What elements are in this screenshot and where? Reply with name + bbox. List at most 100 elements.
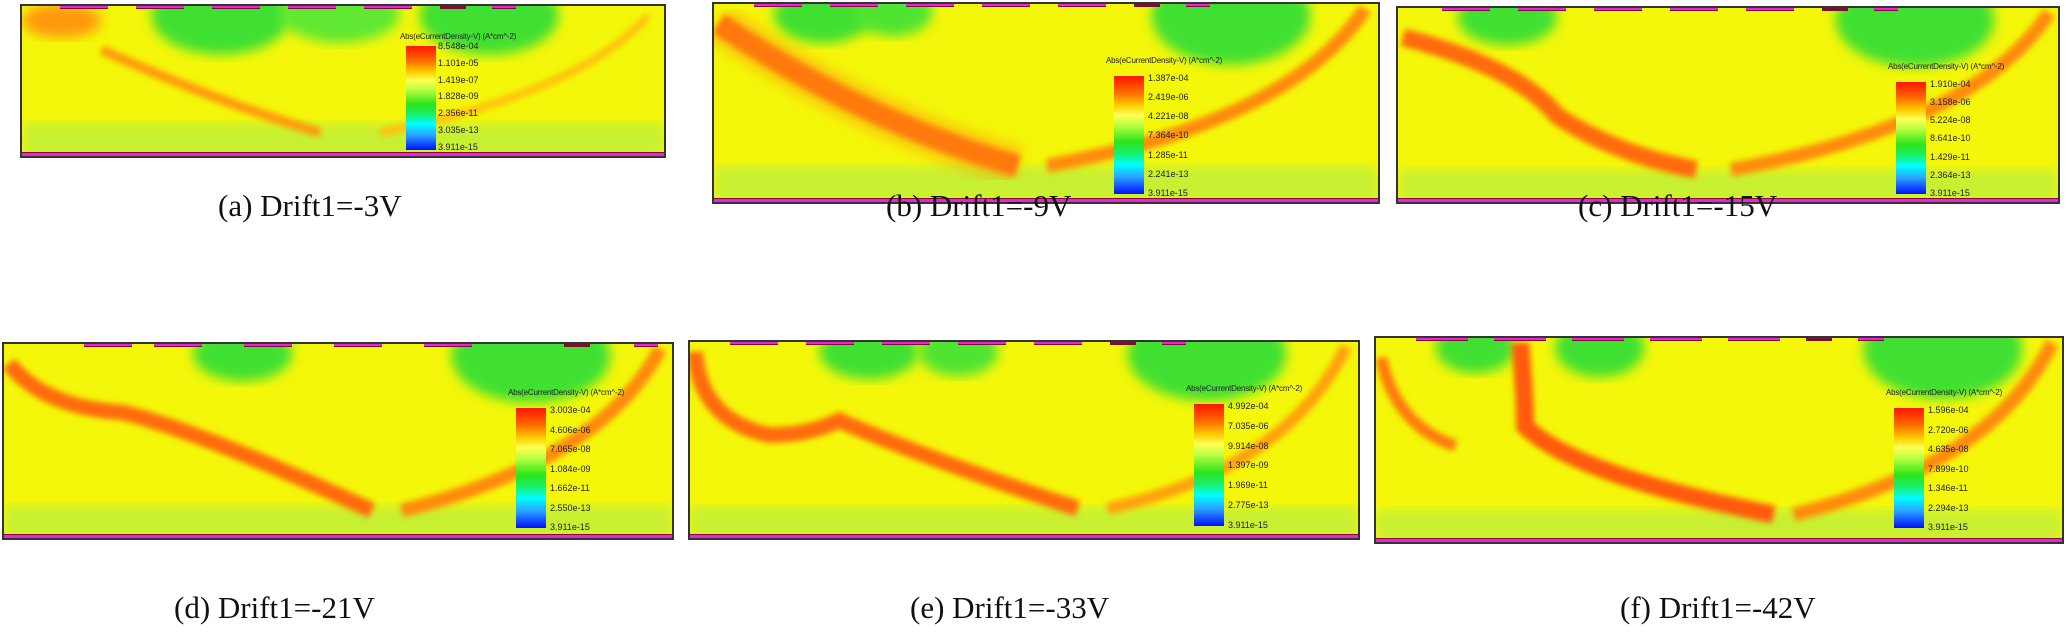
tick-label: 2.775e-13 xyxy=(1228,500,1269,511)
caption-a: (a) Drift1=-3V xyxy=(218,188,402,223)
heatmap-c: Abs(eCurrentDensity-V) (A*cm^-2) 1.910e-… xyxy=(1396,6,2060,204)
top-electrode xyxy=(830,4,878,7)
heatmap-d: Abs(eCurrentDensity-V) (A*cm^-2) 3.003e-… xyxy=(2,342,674,540)
tick-label: 8.641e-10 xyxy=(1930,133,1971,144)
top-electrode xyxy=(334,344,382,347)
heatmap-f: Abs(eCurrentDensity-V) (A*cm^-2) 1.596e-… xyxy=(1374,336,2064,544)
tick-label: 1.828e-09 xyxy=(438,91,479,102)
colorbar xyxy=(1114,76,1144,194)
top-electrode-dark xyxy=(1806,338,1832,341)
tick-label: 1.429e-11 xyxy=(1930,151,1970,162)
legend-f: Abs(eCurrentDensity-V) (A*cm^-2) 1.596e-… xyxy=(1886,388,2002,532)
top-electrode xyxy=(1670,8,1718,11)
top-electrode xyxy=(154,344,202,347)
tick-label: 1.285e-11 xyxy=(1148,149,1188,160)
colorbar-ticks: 1.387e-04 2.419e-06 4.221e-08 7.364e-10 … xyxy=(1148,74,1189,198)
colorbar xyxy=(1894,408,1924,528)
tick-label: 4.221e-08 xyxy=(1148,111,1189,122)
legend-title: Abs(eCurrentDensity-V) (A*cm^-2) xyxy=(1888,62,2005,71)
tick-label: 3.035e-13 xyxy=(438,125,479,136)
tick-label: 7.035e-06 xyxy=(1228,420,1269,431)
bottom-electrode xyxy=(714,198,1378,202)
tick-label: 1.910e-04 xyxy=(1930,79,1971,89)
current-density-map-e xyxy=(690,342,1358,538)
top-electrode xyxy=(1594,8,1642,11)
current-density-map-a xyxy=(22,6,664,156)
tick-label: 8.548e-04 xyxy=(438,41,479,51)
caption-b: (b) Drift1=-9V xyxy=(886,188,1072,223)
tick-label: 3.003e-04 xyxy=(550,405,591,415)
top-electrode xyxy=(364,6,412,9)
tick-label: 2.550e-13 xyxy=(550,502,591,513)
colorbar-ticks: 1.910e-04 3.158e-06 5.224e-08 8.641e-10 … xyxy=(1930,80,1971,198)
top-electrode xyxy=(982,4,1030,7)
tick-label: 3.158e-06 xyxy=(1930,97,1971,108)
top-electrode xyxy=(882,342,930,345)
heatmap-b: Abs(eCurrentDensity-V) (A*cm^-2) 1.387e-… xyxy=(712,2,1380,204)
top-electrode xyxy=(212,6,260,9)
current-density-map-f xyxy=(1376,338,2062,542)
tick-label: 7.065e-08 xyxy=(550,444,591,454)
top-electrode xyxy=(1518,8,1566,11)
top-electrode-dark xyxy=(564,344,590,347)
tick-label: 4.635e-08 xyxy=(1928,444,1969,454)
tick-label: 3.911e-15 xyxy=(550,522,590,532)
tick-label: 4.606e-06 xyxy=(550,424,591,435)
tick-label: 1.387e-04 xyxy=(1148,73,1189,83)
current-density-map-b xyxy=(714,4,1378,202)
legend-title: Abs(eCurrentDensity-V) (A*cm^-2) xyxy=(508,388,625,397)
top-electrode xyxy=(1416,338,1468,341)
legend-title: Abs(eCurrentDensity-V) (A*cm^-2) xyxy=(1106,56,1223,65)
top-electrode xyxy=(60,6,108,9)
current-density-map-c xyxy=(1398,8,2058,202)
tick-label: 1.596e-04 xyxy=(1928,405,1969,415)
top-electrode xyxy=(424,344,472,347)
legend-a: Abs(eCurrentDensity-V) (A*cm^-2) 8.548e-… xyxy=(400,32,516,151)
tick-label: 2.720e-06 xyxy=(1928,424,1969,435)
top-electrode xyxy=(1746,8,1794,11)
colorbar-ticks: 4.992e-04 7.035e-06 9.914e-08 1.397e-09 … xyxy=(1228,402,1269,530)
top-electrode xyxy=(1858,338,1884,341)
top-electrode xyxy=(1058,4,1106,7)
colorbar-ticks: 1.596e-04 2.720e-06 4.635e-08 7.899e-10 … xyxy=(1928,406,1969,532)
tick-label: 1.662e-11 xyxy=(550,483,590,493)
legend-c: Abs(eCurrentDensity-V) (A*cm^-2) 1.910e-… xyxy=(1888,62,2005,197)
top-electrode xyxy=(634,344,658,347)
tick-label: 4.992e-04 xyxy=(1228,401,1269,411)
tick-label: 7.899e-10 xyxy=(1928,463,1969,474)
caption-e: (e) Drift1=-33V xyxy=(910,590,1110,625)
top-electrode xyxy=(1728,338,1780,341)
top-electrode xyxy=(754,4,802,7)
tick-label: 1.101e-05 xyxy=(438,57,479,68)
tick-label: 3.911e-15 xyxy=(438,141,478,152)
top-electrode xyxy=(730,342,778,345)
tick-label: 2.419e-06 xyxy=(1148,92,1189,103)
top-electrode-dark xyxy=(1134,4,1160,7)
top-electrode xyxy=(1034,342,1082,345)
colorbar xyxy=(406,46,436,150)
tick-label: 2.241e-13 xyxy=(1148,168,1189,179)
current-density-map-d xyxy=(4,344,672,538)
tick-label: 1.969e-11 xyxy=(1228,480,1268,491)
top-electrode xyxy=(1162,342,1186,345)
tick-label: 1.346e-11 xyxy=(1928,483,1968,493)
tick-label: 3.911e-15 xyxy=(1928,522,1968,532)
tick-label: 2.294e-13 xyxy=(1928,502,1969,513)
top-electrode xyxy=(1186,4,1210,7)
caption-f: (f) Drift1=-42V xyxy=(1620,590,1816,625)
legend-d: Abs(eCurrentDensity-V) (A*cm^-2) 3.003e-… xyxy=(508,388,625,532)
bottom-electrode xyxy=(22,152,664,156)
top-electrode xyxy=(136,6,184,9)
top-electrode-dark xyxy=(1110,342,1136,345)
top-electrode xyxy=(1442,8,1490,11)
top-electrode xyxy=(1572,338,1624,341)
legend-title: Abs(eCurrentDensity-V) (A*cm^-2) xyxy=(1186,384,1303,393)
top-electrode xyxy=(84,344,132,347)
top-electrode-dark xyxy=(1822,8,1848,11)
tick-label: 3.911e-15 xyxy=(1930,187,1970,198)
caption-c: (c) Drift1=-15V xyxy=(1578,188,1778,223)
legend-e: Abs(eCurrentDensity-V) (A*cm^-2) 4.992e-… xyxy=(1186,384,1303,529)
top-electrode xyxy=(244,344,292,347)
tick-label: 3.911e-15 xyxy=(1228,519,1268,530)
tick-label: 7.364e-10 xyxy=(1148,130,1189,141)
